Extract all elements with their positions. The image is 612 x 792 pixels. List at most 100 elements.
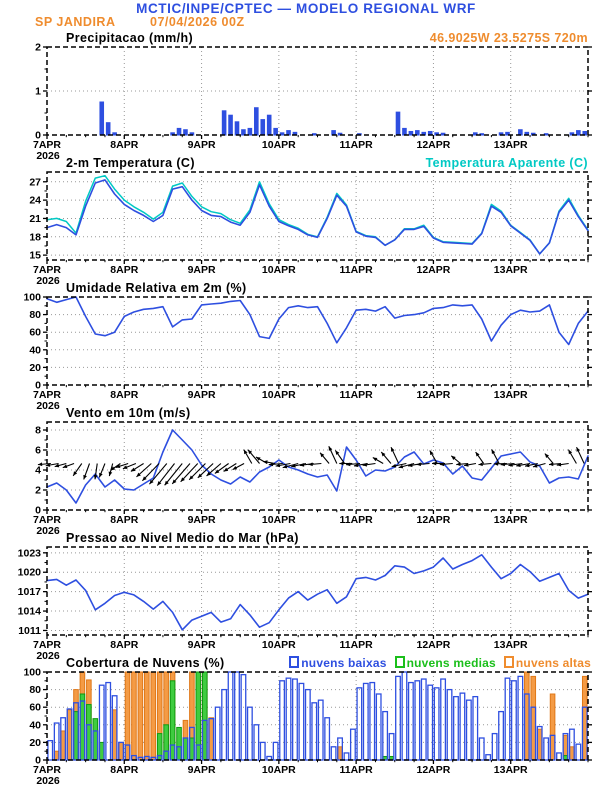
- svg-text:13APR: 13APR: [494, 514, 528, 526]
- svg-text:2026: 2026: [36, 150, 60, 162]
- svg-text:0: 0: [35, 130, 41, 142]
- grid-vento: [47, 422, 588, 510]
- panel-title-temperatura: 2-m Temperatura (C): [66, 156, 195, 170]
- svg-text:12APR: 12APR: [416, 389, 450, 401]
- svg-text:10APR: 10APR: [262, 514, 296, 526]
- legend-label-nuvens-medias: nuvens medias: [406, 656, 496, 670]
- svg-text:12APR: 12APR: [416, 514, 450, 526]
- svg-text:8APR: 8APR: [110, 514, 138, 526]
- svg-text:15: 15: [29, 250, 41, 262]
- panel-title-precipitacao: Precipitacao (mm/h): [66, 31, 194, 45]
- svg-text:100: 100: [23, 292, 41, 304]
- svg-text:9APR: 9APR: [188, 139, 216, 151]
- svg-text:12APR: 12APR: [416, 639, 450, 651]
- svg-text:13APR: 13APR: [494, 389, 528, 401]
- svg-text:1020: 1020: [18, 567, 42, 579]
- svg-text:1: 1: [35, 86, 41, 98]
- svg-text:11APR: 11APR: [340, 139, 374, 151]
- legend-swatch-orange-icon: [503, 656, 514, 668]
- svg-text:2026: 2026: [36, 775, 60, 787]
- svg-text:27: 27: [29, 176, 41, 188]
- svg-text:2: 2: [35, 485, 41, 497]
- series-umidade: [46, 296, 589, 346]
- panel-title-pressao: Pressao ao Nivel Medio do Mar (hPa): [66, 531, 299, 545]
- svg-text:0: 0: [35, 755, 41, 767]
- series-pressao: [46, 553, 589, 631]
- svg-text:9APR: 9APR: [188, 764, 216, 776]
- svg-text:40: 40: [29, 344, 41, 356]
- svg-text:12APR: 12APR: [416, 264, 450, 276]
- svg-text:8APR: 8APR: [110, 639, 138, 651]
- grid-umidade: [47, 297, 588, 385]
- svg-text:7APR: 7APR: [33, 764, 61, 776]
- axis-pressao: 1011 1014 1017 1020 1023 7APR 8APR 9APR 10APR 11A…: [18, 547, 592, 662]
- svg-text:2: 2: [35, 42, 41, 54]
- panel-pressao: 1011 1014 1017 1020 1023 7APR 8APR 9APR 10APR 11A…: [18, 546, 592, 662]
- svg-text:40: 40: [29, 719, 41, 731]
- station-coordinates: 46.9025W 23.5275S 720m: [429, 31, 588, 45]
- legend-label-nuvens-altas: nuvens altas: [515, 656, 591, 670]
- svg-text:12APR: 12APR: [416, 139, 450, 151]
- report-title: MCTIC/INPE/CPTEC — MODELO REGIONAL WRF: [136, 1, 476, 16]
- svg-text:8APR: 8APR: [110, 389, 138, 401]
- svg-text:60: 60: [29, 702, 41, 714]
- svg-text:7APR: 7APR: [33, 639, 61, 651]
- svg-text:6: 6: [35, 445, 41, 457]
- svg-text:11APR: 11APR: [340, 639, 374, 651]
- legend-swatch-blue-icon: [289, 656, 300, 668]
- svg-text:7APR: 7APR: [33, 139, 61, 151]
- legend-swatch-green-icon: [394, 656, 405, 668]
- svg-text:10APR: 10APR: [262, 639, 296, 651]
- grid-temperatura: [47, 172, 588, 260]
- svg-text:11APR: 11APR: [340, 389, 374, 401]
- axis-umidade: 0 20 40 60 80 100 7APR 8APR 9APR 10APR 11APR 12APR 1…: [23, 292, 592, 412]
- svg-text:4: 4: [35, 465, 41, 477]
- model-run-datetime: 07/04/2026 00Z: [150, 15, 245, 29]
- svg-text:9APR: 9APR: [188, 514, 216, 526]
- panel-temperatura: 15 18 21 24 27 7APR 8APR 9APR 10APR 11APR 12APR 13A…: [29, 171, 592, 287]
- svg-text:12APR: 12APR: [416, 764, 450, 776]
- svg-text:24: 24: [29, 195, 41, 207]
- svg-text:8APR: 8APR: [110, 264, 138, 276]
- svg-text:9APR: 9APR: [188, 639, 216, 651]
- svg-text:13APR: 13APR: [494, 139, 528, 151]
- svg-text:10APR: 10APR: [262, 389, 296, 401]
- legend-item-nuvens-baixas: nuvens baixas: [289, 656, 386, 670]
- grid-precipitacao: [47, 47, 588, 135]
- svg-text:20: 20: [29, 362, 41, 374]
- svg-text:21: 21: [29, 213, 41, 225]
- cloud-legend: nuvens baixas nuvens medias nuvens altas: [289, 656, 591, 670]
- svg-text:7APR: 7APR: [33, 514, 61, 526]
- panel-title-umidade: Umidade Relativa em 2m (%): [66, 281, 247, 295]
- panel-title-nuvens: Cobertura de Nuvens (%): [66, 656, 225, 670]
- axis-temperatura: 15 18 21 24 27 7APR 8APR 9APR 10APR 11APR 12APR 13A…: [29, 176, 592, 287]
- svg-text:11APR: 11APR: [340, 264, 374, 276]
- svg-text:11APR: 11APR: [340, 514, 374, 526]
- svg-text:60: 60: [29, 327, 41, 339]
- axis-nuvens: 0 20 40 60 80 100 7APR 8APR 9APR 10APR 11APR 12APR 1…: [23, 667, 592, 787]
- svg-text:100: 100: [23, 667, 41, 679]
- svg-text:8APR: 8APR: [110, 139, 138, 151]
- axis-precipitacao: 0 1 2 7APR 8APR 9APR 10APR 11APR 12APR 13APR 2026: [33, 42, 592, 162]
- svg-text:80: 80: [29, 309, 41, 321]
- svg-text:2026: 2026: [36, 400, 60, 412]
- svg-text:20: 20: [29, 737, 41, 749]
- svg-text:2026: 2026: [36, 275, 60, 287]
- svg-text:80: 80: [29, 684, 41, 696]
- svg-text:1023: 1023: [18, 547, 42, 559]
- svg-text:10APR: 10APR: [262, 764, 296, 776]
- svg-text:7APR: 7APR: [33, 389, 61, 401]
- panel-title-vento: Vento em 10m (m/s): [66, 406, 191, 420]
- svg-text:9APR: 9APR: [188, 264, 216, 276]
- panel-nuvens: 0 20 40 60 80 100 7APR 8APR 9APR 10APR 11APR 12APR 1…: [23, 667, 592, 787]
- series-temperatura: [46, 174, 589, 255]
- svg-text:2026: 2026: [36, 525, 60, 537]
- svg-text:8: 8: [35, 425, 41, 437]
- svg-text:10APR: 10APR: [262, 139, 296, 151]
- legend-label-nuvens-baixas: nuvens baixas: [301, 656, 387, 670]
- svg-text:11APR: 11APR: [340, 764, 374, 776]
- svg-text:9APR: 9APR: [188, 389, 216, 401]
- svg-text:8APR: 8APR: [110, 764, 138, 776]
